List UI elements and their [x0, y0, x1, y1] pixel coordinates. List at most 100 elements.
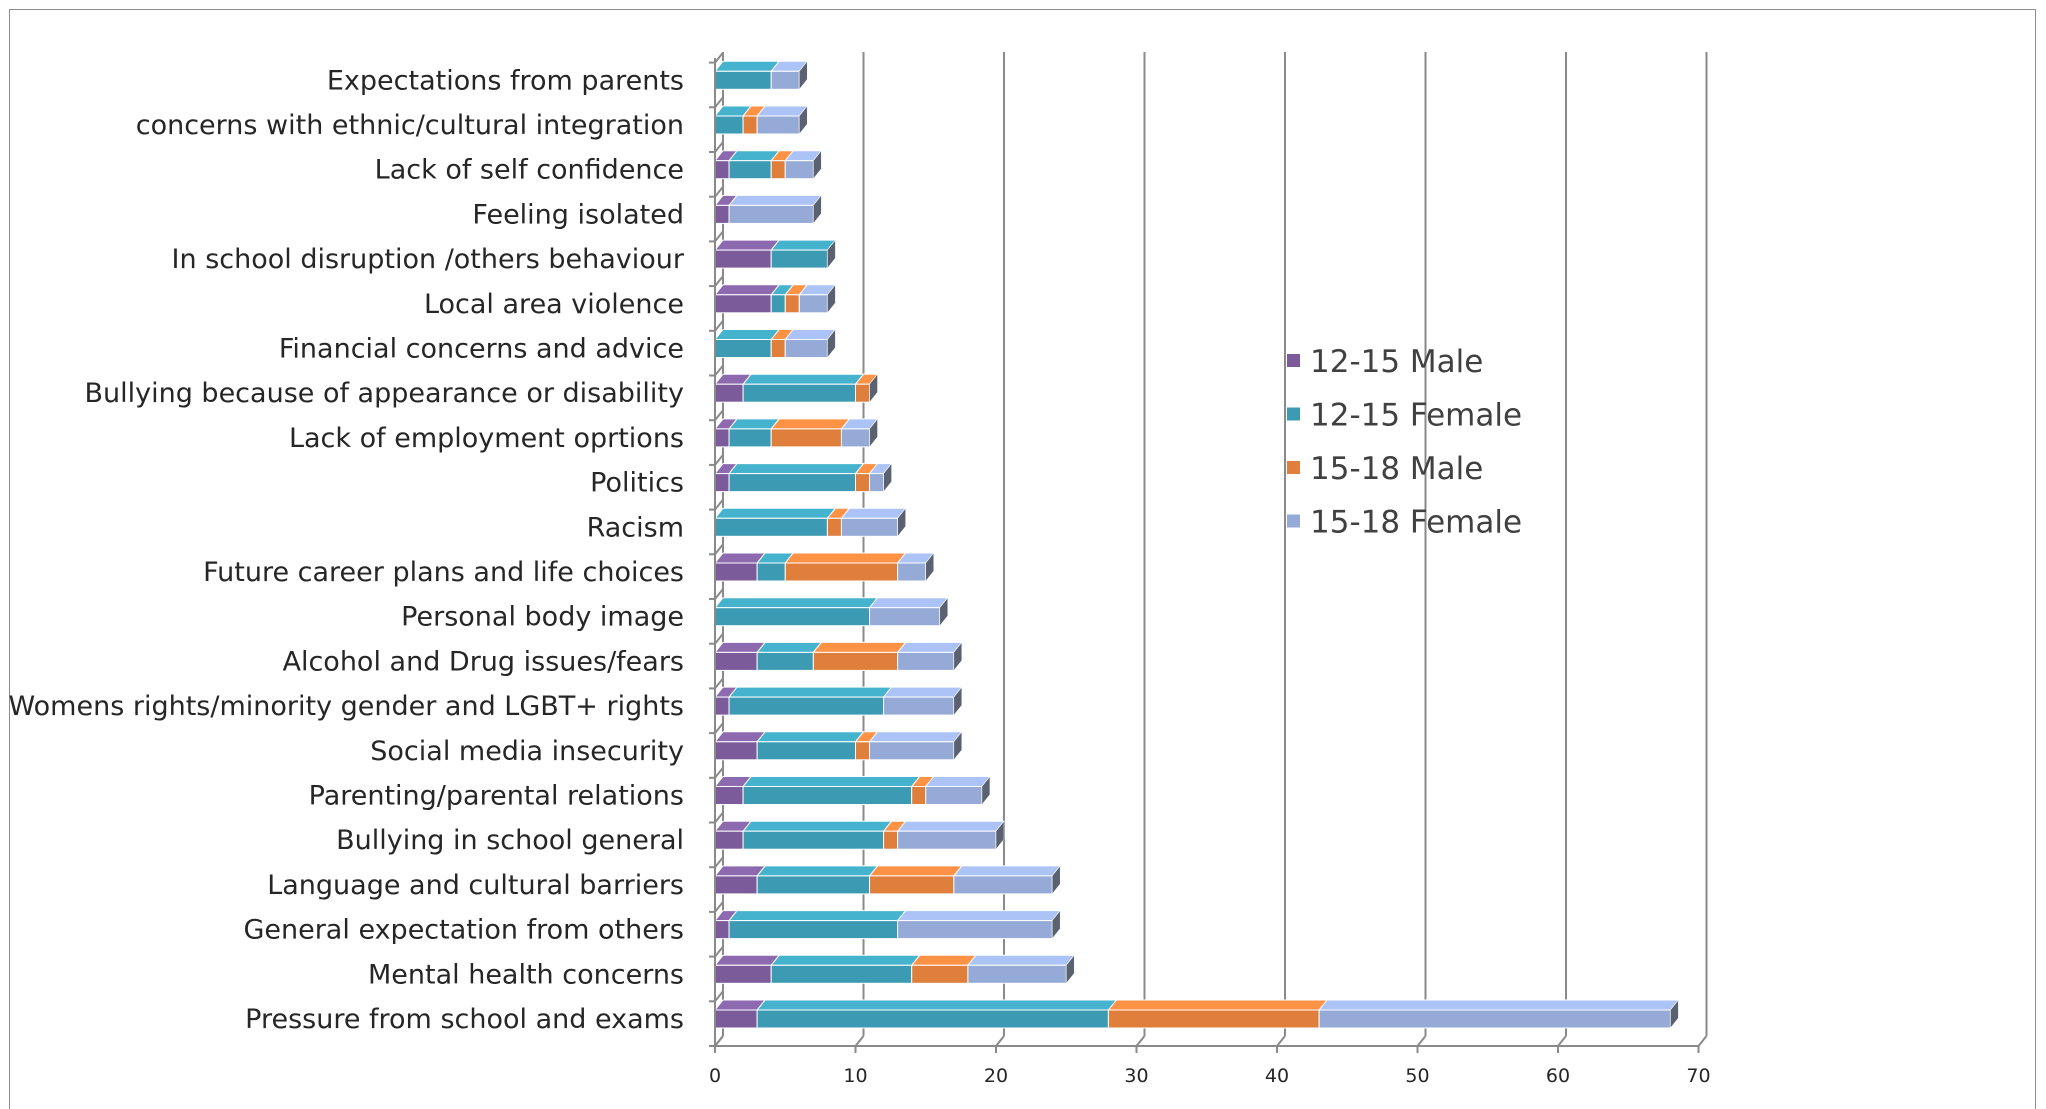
- bar-top-face: [713, 865, 767, 877]
- gridlines: [714, 52, 1708, 1047]
- bar-segment: [770, 60, 809, 90]
- bar-front-face: [897, 562, 927, 582]
- bar-front-face: [714, 651, 758, 671]
- y-tick-depth: [714, 454, 724, 466]
- y-tick-depth: [714, 409, 724, 421]
- category-label: Financial concerns and advice: [279, 334, 684, 365]
- bar-segment: [728, 910, 907, 940]
- bar-segment: [742, 373, 865, 403]
- bar-front-face: [756, 875, 871, 895]
- bar-end-cap: [925, 552, 934, 582]
- y-tick-depth: [714, 856, 724, 868]
- category-label: Feeling isolated: [472, 199, 684, 230]
- bar-end-cap: [799, 60, 808, 91]
- bar-segment: [868, 865, 963, 895]
- bar-top-face: [924, 776, 991, 787]
- bar-front-face: [925, 786, 983, 805]
- bar-front-face: [967, 964, 1067, 984]
- bar-segment: [966, 954, 1076, 984]
- bar-front-face: [911, 964, 969, 984]
- bar-front-face: [714, 428, 730, 448]
- y-tick-depth: [714, 990, 724, 1002]
- bar-front-face: [869, 875, 955, 895]
- bar-front-face: [784, 160, 814, 180]
- bar-front-face: [770, 70, 800, 90]
- legend-label: 15-18 Male: [1310, 451, 1483, 487]
- category-label: Social media insecurity: [370, 736, 684, 767]
- bar-front-face: [784, 339, 828, 358]
- bar-front-face: [728, 473, 856, 493]
- bar-front-face: [897, 920, 1053, 940]
- bar-top-face: [713, 597, 879, 609]
- bar-top-face: [868, 731, 963, 743]
- bar-top-face: [713, 552, 767, 564]
- bar-end-cap: [799, 105, 808, 135]
- bar-segment: [798, 284, 837, 314]
- bar-front-face: [714, 964, 772, 984]
- bar-top-face: [728, 910, 907, 922]
- bar-top-face: [742, 820, 893, 832]
- bar-front-face: [728, 204, 814, 224]
- x-tick-label: 70: [1686, 1065, 1710, 1087]
- bar-top-face: [840, 507, 907, 519]
- bar-segment: [868, 731, 963, 761]
- bar-segment: [770, 150, 795, 180]
- bar-front-face: [714, 696, 730, 716]
- legend-swatch: [1287, 354, 1300, 367]
- legend-swatch: [1287, 461, 1300, 474]
- bar-end-cap: [981, 775, 991, 806]
- bar-front-face: [714, 204, 730, 224]
- x-tick-label: 20: [984, 1065, 1008, 1087]
- bar-top-face: [896, 820, 1006, 832]
- y-tick-depth: [714, 811, 724, 824]
- bar-front-face: [756, 651, 814, 671]
- bar-top-face: [713, 731, 767, 743]
- bar-front-face: [784, 562, 899, 582]
- bar-segment: [812, 641, 907, 671]
- bar-front-face: [742, 115, 758, 135]
- bar-front-face: [714, 70, 772, 90]
- bar-segment: [882, 820, 907, 850]
- bar-front-face: [840, 428, 871, 448]
- legend-swatch: [1287, 407, 1300, 421]
- y-tick-depth: [714, 364, 724, 377]
- y-tick-depth: [714, 96, 724, 108]
- bar-segment: [713, 239, 781, 269]
- bar-segment: [713, 954, 781, 984]
- bar-end-cap: [827, 239, 836, 269]
- x-tick-labels: 0 10 20 30 40 50 60 70: [709, 1065, 1711, 1087]
- bar-top-face: [713, 239, 781, 251]
- bar-top-face: [756, 731, 865, 743]
- bar-front-face: [714, 607, 871, 627]
- bar-segment: [770, 954, 921, 984]
- bar-top-face: [728, 463, 865, 475]
- category-label: Bullying because of appearance or disabi…: [84, 378, 684, 409]
- bar-front-face: [770, 294, 786, 314]
- bar-top-face: [812, 641, 907, 653]
- bar-end-cap: [869, 418, 878, 448]
- bar-segment: [728, 463, 865, 493]
- category-label: Future career plans and life choices: [203, 557, 684, 588]
- bar-front-face: [869, 741, 955, 761]
- category-label: Racism: [587, 512, 684, 543]
- bar-end-cap: [869, 373, 878, 403]
- category-label: Parenting/parental relations: [309, 781, 684, 812]
- bar-front-face: [770, 428, 842, 448]
- bar-segment: [756, 552, 795, 582]
- bar-end-cap: [953, 641, 963, 672]
- category-label: Lack of self confidence: [375, 155, 684, 186]
- bar-segment: [896, 552, 935, 582]
- bar-segment: [770, 284, 795, 314]
- floor-line: [995, 1035, 1005, 1047]
- bar-segment: [713, 552, 767, 582]
- bar-front-face: [784, 294, 800, 314]
- bar-front-face: [770, 339, 786, 358]
- y-tick-depth: [714, 543, 724, 555]
- bar-segment: [896, 820, 1006, 850]
- bar-segment: [868, 597, 949, 627]
- x-tick-label: 50: [1405, 1065, 1429, 1087]
- legend-label: 15-18 Female: [1310, 505, 1522, 541]
- bar-front-face: [883, 830, 899, 850]
- y-tick-depth: [714, 51, 724, 64]
- bar-top-face: [728, 686, 893, 698]
